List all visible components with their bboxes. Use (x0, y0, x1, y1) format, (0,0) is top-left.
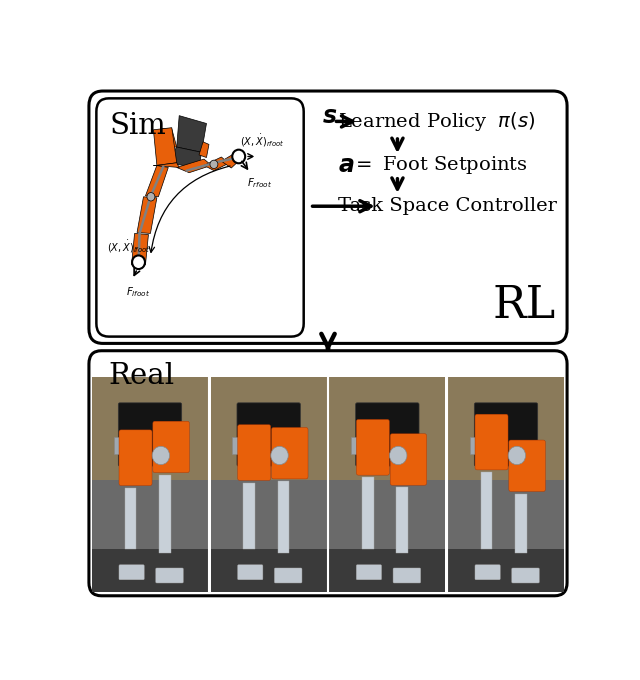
Polygon shape (137, 197, 157, 233)
Circle shape (271, 446, 288, 464)
Bar (515, 494, 527, 553)
FancyBboxPatch shape (393, 568, 420, 583)
Bar (211, 377, 327, 480)
FancyBboxPatch shape (275, 568, 302, 583)
FancyBboxPatch shape (89, 351, 567, 596)
Bar (329, 377, 445, 480)
Bar (243, 483, 255, 549)
Polygon shape (221, 154, 240, 168)
FancyBboxPatch shape (119, 565, 144, 580)
FancyBboxPatch shape (153, 421, 189, 473)
FancyBboxPatch shape (89, 91, 567, 343)
FancyBboxPatch shape (97, 99, 304, 337)
Polygon shape (145, 165, 168, 197)
Bar (211, 549, 327, 592)
Bar (211, 480, 327, 549)
FancyBboxPatch shape (237, 425, 271, 480)
Polygon shape (167, 147, 202, 168)
FancyBboxPatch shape (512, 568, 540, 583)
FancyBboxPatch shape (475, 414, 508, 470)
Text: $F_{lfoot}$: $F_{lfoot}$ (125, 285, 150, 299)
FancyBboxPatch shape (356, 565, 381, 580)
FancyBboxPatch shape (390, 434, 427, 486)
FancyBboxPatch shape (356, 403, 419, 466)
Bar (448, 549, 564, 592)
FancyArrowPatch shape (149, 166, 230, 252)
FancyBboxPatch shape (474, 403, 538, 466)
Bar (159, 475, 171, 553)
FancyBboxPatch shape (509, 440, 545, 492)
Polygon shape (154, 163, 179, 167)
Text: $(X, \dot{X})_{rfoot}$: $(X, \dot{X})_{rfoot}$ (240, 132, 285, 149)
Text: $F_{rfoot}$: $F_{rfoot}$ (246, 176, 272, 190)
Text: $=$ Foot Setpoints: $=$ Foot Setpoints (352, 154, 527, 176)
Polygon shape (162, 129, 177, 147)
Circle shape (132, 256, 145, 269)
Bar (232, 437, 246, 454)
FancyBboxPatch shape (119, 430, 152, 486)
Bar (470, 437, 484, 454)
Polygon shape (132, 233, 148, 265)
Bar (329, 549, 445, 592)
Bar (351, 437, 365, 454)
Text: $\boldsymbol{a}$: $\boldsymbol{a}$ (338, 154, 355, 177)
Circle shape (508, 446, 525, 464)
FancyBboxPatch shape (271, 428, 308, 479)
Text: Real: Real (109, 362, 175, 390)
FancyBboxPatch shape (156, 568, 183, 583)
Circle shape (147, 192, 155, 201)
Circle shape (390, 446, 407, 464)
FancyBboxPatch shape (237, 403, 300, 466)
Bar (481, 472, 492, 549)
Bar (448, 480, 564, 549)
Polygon shape (154, 128, 177, 165)
Circle shape (152, 446, 170, 464)
Bar (125, 488, 136, 549)
Text: Learned Policy  $\pi(s)$: Learned Policy $\pi(s)$ (339, 110, 536, 133)
Polygon shape (199, 142, 209, 158)
FancyBboxPatch shape (475, 565, 500, 580)
Bar (329, 480, 445, 549)
Circle shape (232, 150, 245, 163)
FancyBboxPatch shape (237, 565, 263, 580)
Polygon shape (177, 159, 211, 173)
Bar (396, 488, 408, 553)
Bar (92, 377, 208, 480)
Text: Sim: Sim (110, 112, 166, 140)
Bar (92, 480, 208, 549)
Polygon shape (204, 157, 229, 171)
Bar (448, 377, 564, 480)
Circle shape (210, 160, 218, 169)
Text: $\boldsymbol{s}$: $\boldsymbol{s}$ (321, 105, 337, 128)
Bar (114, 437, 128, 454)
Text: RL: RL (492, 284, 556, 327)
Bar (278, 481, 289, 553)
Text: $(X, \dot{X})_{lfoot}$: $(X, \dot{X})_{lfoot}$ (108, 239, 151, 256)
Bar (362, 477, 374, 549)
Bar (92, 549, 208, 592)
Polygon shape (177, 116, 207, 152)
FancyBboxPatch shape (118, 403, 182, 466)
Text: Task Space Controller: Task Space Controller (338, 197, 556, 215)
FancyBboxPatch shape (356, 420, 389, 475)
